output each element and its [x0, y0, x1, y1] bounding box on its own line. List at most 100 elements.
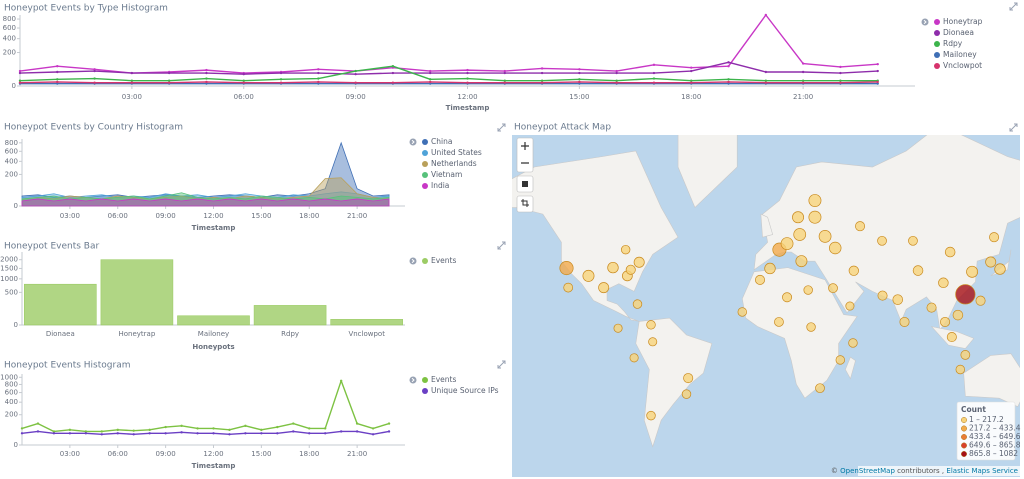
data-point[interactable] — [615, 79, 618, 82]
bubble[interactable] — [683, 373, 694, 384]
data-point[interactable] — [387, 422, 391, 425]
data-point[interactable] — [355, 430, 359, 433]
legend-label[interactable]: China — [431, 137, 452, 146]
data-point[interactable] — [540, 71, 544, 75]
bubble[interactable] — [648, 337, 658, 347]
data-point[interactable] — [503, 69, 506, 73]
data-point[interactable] — [68, 428, 72, 432]
data-point[interactable] — [130, 79, 134, 82]
expand-icon[interactable] — [1009, 2, 1018, 11]
data-point[interactable] — [100, 433, 103, 436]
bubble[interactable] — [559, 261, 574, 276]
bubble[interactable] — [633, 256, 645, 268]
data-point[interactable] — [801, 62, 805, 65]
data-point[interactable] — [317, 82, 320, 85]
bubble[interactable] — [607, 261, 619, 274]
data-point[interactable] — [764, 70, 768, 74]
data-point[interactable] — [164, 432, 167, 435]
data-point[interactable] — [56, 80, 59, 84]
expand-icon[interactable] — [497, 241, 506, 250]
data-point[interactable] — [242, 79, 245, 82]
data-point[interactable] — [18, 69, 22, 73]
legend-swatch[interactable] — [422, 161, 428, 167]
bubble[interactable] — [994, 263, 1006, 275]
data-point[interactable] — [727, 80, 730, 84]
data-point[interactable] — [839, 71, 842, 75]
bubble[interactable] — [989, 232, 1000, 243]
data-point[interactable] — [578, 80, 581, 84]
expand-icon[interactable] — [497, 360, 506, 369]
bubble[interactable] — [613, 323, 623, 333]
data-point[interactable] — [292, 422, 295, 425]
data-point[interactable] — [540, 81, 544, 84]
data-point[interactable] — [764, 79, 768, 82]
data-point[interactable] — [466, 68, 469, 72]
legend-toggle[interactable] — [409, 138, 417, 146]
bubble[interactable] — [912, 265, 924, 276]
data-point[interactable] — [52, 430, 56, 433]
bubble[interactable] — [582, 269, 595, 282]
data-point[interactable] — [391, 81, 395, 84]
data-point[interactable] — [212, 432, 215, 435]
legend-label[interactable]: Vietnam — [431, 170, 462, 179]
bubble[interactable] — [681, 389, 692, 399]
bubble[interactable] — [646, 410, 656, 421]
data-point[interactable] — [56, 64, 59, 68]
data-point[interactable] — [371, 433, 375, 436]
data-point[interactable] — [212, 427, 215, 430]
bubble[interactable] — [899, 316, 910, 327]
legend-label[interactable]: India — [431, 181, 449, 190]
data-point[interactable] — [839, 81, 842, 84]
bubble[interactable] — [829, 241, 842, 255]
data-point[interactable] — [503, 79, 506, 82]
data-point[interactable] — [93, 77, 96, 80]
bubble[interactable] — [848, 338, 858, 348]
bubble[interactable] — [940, 316, 951, 327]
bubble[interactable] — [855, 221, 866, 232]
data-point[interactable] — [205, 82, 208, 85]
data-point[interactable] — [801, 81, 805, 84]
data-point[interactable] — [228, 433, 231, 436]
data-point[interactable] — [615, 71, 618, 75]
data-point[interactable] — [242, 72, 245, 76]
data-point[interactable] — [391, 71, 395, 75]
data-point[interactable] — [652, 63, 656, 67]
data-point[interactable] — [180, 431, 183, 434]
bubble[interactable] — [848, 265, 859, 276]
legend-swatch[interactable] — [422, 150, 428, 156]
data-point[interactable] — [56, 70, 59, 74]
data-point[interactable] — [429, 82, 432, 85]
data-point[interactable] — [690, 69, 693, 73]
data-point[interactable] — [196, 432, 199, 435]
data-point[interactable] — [391, 64, 395, 68]
legend-label[interactable]: Dionaea — [943, 28, 974, 37]
data-point[interactable] — [429, 80, 432, 84]
data-point[interactable] — [130, 71, 134, 75]
legend-label[interactable]: Events — [431, 375, 456, 384]
legend-label[interactable]: United States — [431, 148, 482, 157]
bubble[interactable] — [795, 255, 808, 268]
bubble[interactable] — [803, 285, 813, 295]
data-point[interactable] — [429, 71, 432, 75]
bubble[interactable] — [808, 210, 822, 224]
data-point[interactable] — [276, 432, 279, 435]
legend-swatch[interactable] — [422, 258, 428, 264]
bubble[interactable] — [629, 353, 639, 363]
bubble[interactable] — [755, 274, 766, 285]
data-point[interactable] — [260, 428, 263, 432]
bubble[interactable] — [985, 256, 997, 268]
bar[interactable] — [253, 305, 327, 326]
bubble[interactable] — [926, 302, 937, 313]
data-point[interactable] — [690, 79, 693, 82]
osm-link[interactable]: OpenStreetMap — [840, 467, 895, 475]
data-point[interactable] — [876, 62, 879, 66]
bubble[interactable] — [815, 383, 825, 394]
data-point[interactable] — [93, 68, 96, 71]
bar[interactable] — [330, 319, 404, 326]
data-point[interactable] — [56, 78, 59, 81]
data-point[interactable] — [429, 69, 432, 73]
bubble[interactable] — [808, 194, 822, 207]
bubble[interactable] — [793, 228, 807, 241]
data-point[interactable] — [244, 432, 247, 435]
data-point[interactable] — [68, 432, 72, 435]
